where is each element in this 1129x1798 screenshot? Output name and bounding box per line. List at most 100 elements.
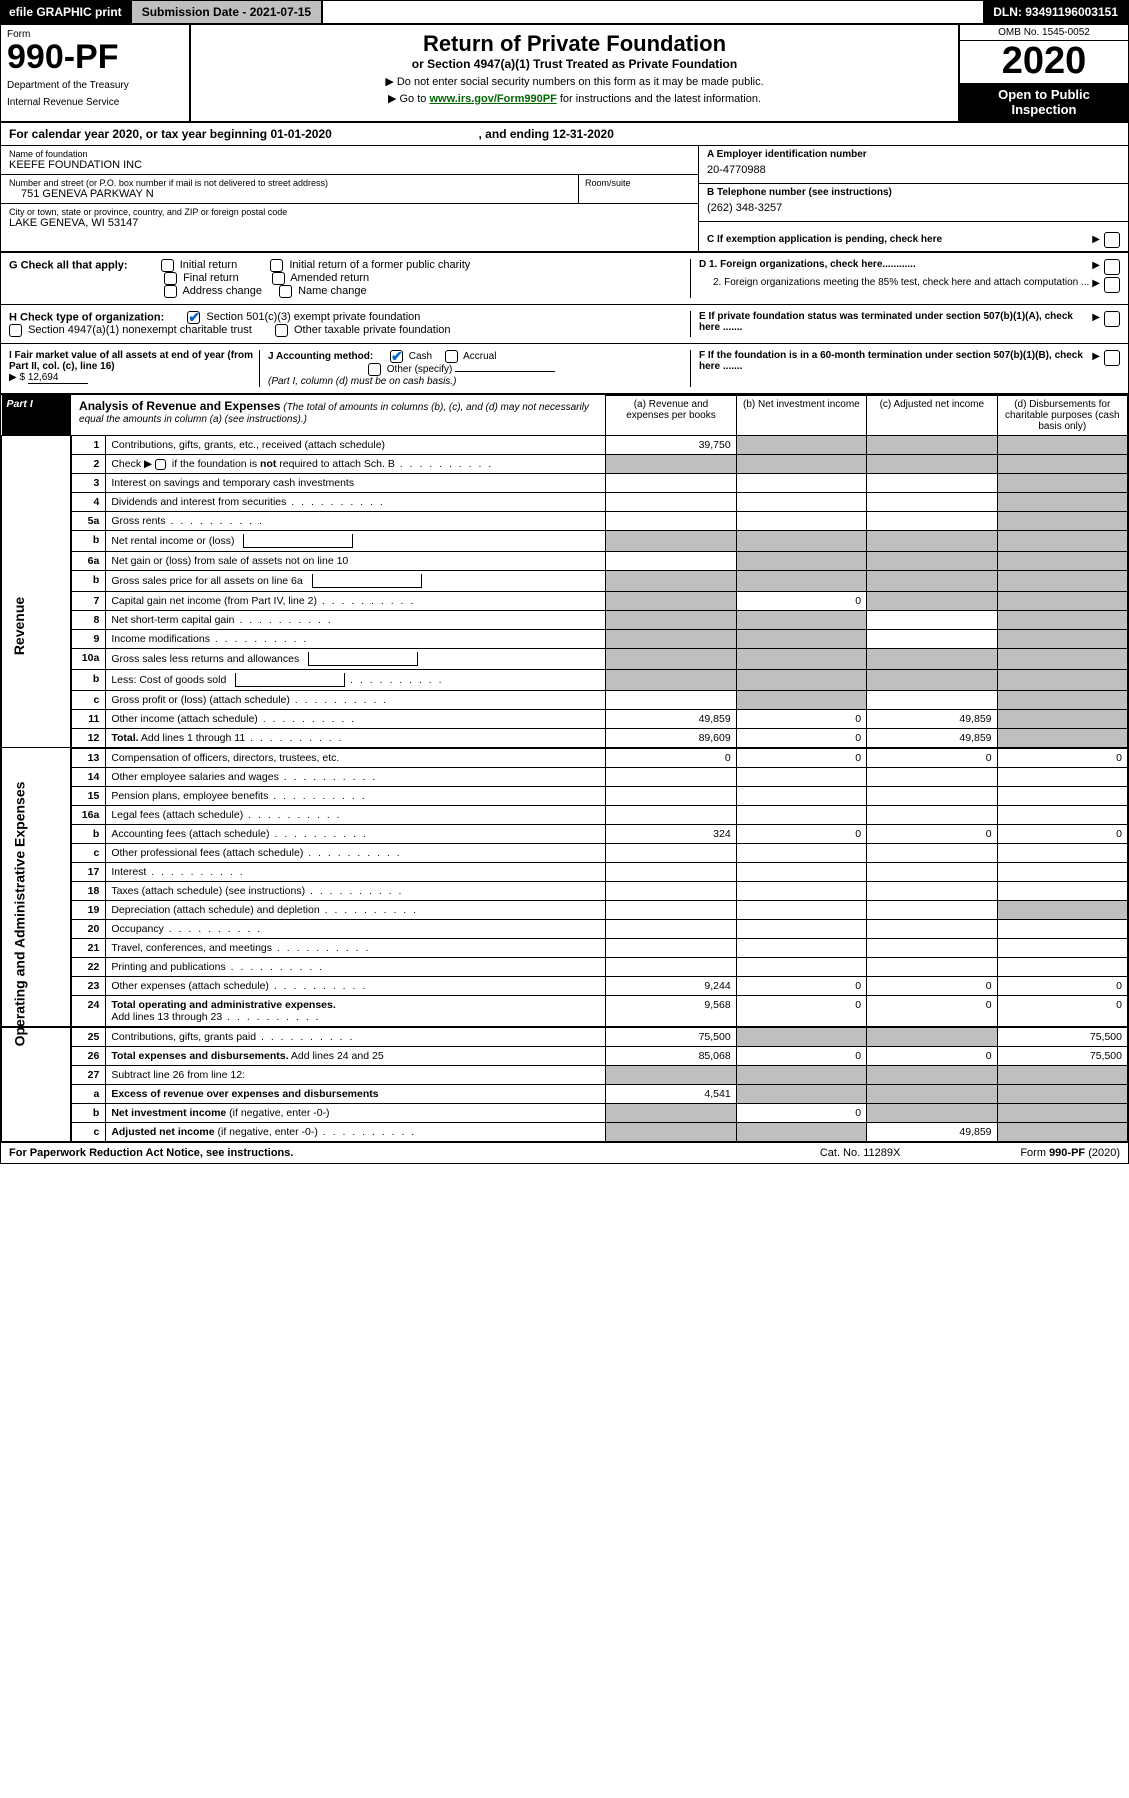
phone-row: B Telephone number (see instructions) (2…: [699, 184, 1128, 222]
line-desc: Gross sales less returns and allowances: [106, 648, 606, 669]
checkbox-initial-return[interactable]: [161, 259, 174, 272]
cell-a: [606, 786, 736, 805]
cell-d: [997, 900, 1127, 919]
col-a-header: (a) Revenue and expenses per books: [606, 395, 736, 435]
checkbox-name-change[interactable]: [279, 285, 292, 298]
cell-a: 39,750: [606, 435, 736, 454]
checkbox-other-taxable[interactable]: [275, 324, 288, 337]
cell-d: [997, 1122, 1127, 1141]
line-number: c: [71, 843, 106, 862]
line-desc: Dividends and interest from securities: [106, 492, 606, 511]
cell-c: [867, 629, 997, 648]
cell-a: [606, 629, 736, 648]
checkbox-f[interactable]: [1104, 350, 1120, 366]
cell-b: [736, 648, 866, 669]
line-desc: Net gain or (loss) from sale of assets n…: [106, 551, 606, 570]
exemption-pending-row: C If exemption application is pending, c…: [699, 222, 1128, 251]
entity-block: Name of foundation KEEFE FOUNDATION INC …: [1, 146, 1128, 253]
table-row: bGross sales price for all assets on lin…: [2, 570, 1128, 591]
checkbox-cash[interactable]: [390, 350, 403, 363]
line-desc: Adjusted net income (if negative, enter …: [106, 1122, 606, 1141]
cell-d: [997, 709, 1127, 728]
table-row: 16aLegal fees (attach schedule): [2, 805, 1128, 824]
line-desc: Income modifications: [106, 629, 606, 648]
line-desc: Check ▶ if the foundation is not require…: [106, 454, 606, 473]
line-number: 23: [71, 976, 106, 995]
table-row: 24Total operating and administrative exp…: [2, 995, 1128, 1027]
cell-c: [867, 957, 997, 976]
cell-c: 49,859: [867, 1122, 997, 1141]
table-row: cGross profit or (loss) (attach schedule…: [2, 690, 1128, 709]
table-row: bNet investment income (if negative, ent…: [2, 1103, 1128, 1122]
checkbox-amended-return[interactable]: [272, 272, 285, 285]
cell-a: [606, 1065, 736, 1084]
line-number: 27: [71, 1065, 106, 1084]
line-number: c: [71, 690, 106, 709]
line-desc: Excess of revenue over expenses and disb…: [106, 1084, 606, 1103]
cell-b: [736, 530, 866, 551]
cell-a: 4,541: [606, 1084, 736, 1103]
checkbox-d2[interactable]: [1104, 277, 1120, 293]
line-desc: Capital gain net income (from Part IV, l…: [106, 591, 606, 610]
line-desc: Taxes (attach schedule) (see instruction…: [106, 881, 606, 900]
cell-b: [736, 957, 866, 976]
cell-a: 0: [606, 748, 736, 768]
line-number: 3: [71, 473, 106, 492]
checkbox-d1[interactable]: [1104, 259, 1120, 275]
checkbox-address-change[interactable]: [164, 285, 177, 298]
line-desc: Net investment income (if negative, ente…: [106, 1103, 606, 1122]
cell-b: [736, 786, 866, 805]
cell-a: 75,500: [606, 1027, 736, 1047]
cell-c: [867, 551, 997, 570]
cell-b: [736, 805, 866, 824]
checkbox-other-method[interactable]: [368, 363, 381, 376]
section-i-j: I Fair market value of all assets at end…: [9, 350, 690, 387]
cell-d: [997, 511, 1127, 530]
table-row: 14Other employee salaries and wages: [2, 767, 1128, 786]
cell-d: 0: [997, 824, 1127, 843]
cell-b: 0: [736, 1046, 866, 1065]
irs-link[interactable]: www.irs.gov/Form990PF: [429, 93, 556, 105]
table-row: 10aGross sales less returns and allowanc…: [2, 648, 1128, 669]
arrow-icon: [1092, 259, 1100, 271]
line-desc: Occupancy: [106, 919, 606, 938]
cell-a: [606, 511, 736, 530]
line-number: 13: [71, 748, 106, 768]
arrow-icon: [1092, 311, 1100, 323]
checkbox-c[interactable]: [1104, 232, 1120, 248]
cell-d: [997, 435, 1127, 454]
subtitle: or Section 4947(a)(1) Trust Treated as P…: [197, 57, 952, 71]
cell-a: [606, 843, 736, 862]
cell-d: [997, 690, 1127, 709]
table-row: bLess: Cost of goods sold: [2, 669, 1128, 690]
efile-button[interactable]: efile GRAPHIC print: [1, 1, 132, 23]
line-desc: Printing and publications: [106, 957, 606, 976]
section-h: H Check type of organization: Section 50…: [9, 311, 690, 337]
checkbox-501c3[interactable]: [187, 311, 200, 324]
line-number: 4: [71, 492, 106, 511]
cell-b: 0: [736, 995, 866, 1027]
cell-d: [997, 1084, 1127, 1103]
line-number: 12: [71, 728, 106, 748]
cell-d: [997, 669, 1127, 690]
cell-c: 0: [867, 824, 997, 843]
note-ssn: ▶ Do not enter social security numbers o…: [197, 75, 952, 88]
cell-a: 49,859: [606, 709, 736, 728]
submission-date: Submission Date - 2021-07-15: [132, 1, 323, 23]
cell-c: [867, 843, 997, 862]
checkbox-final-return[interactable]: [164, 272, 177, 285]
line-number: 19: [71, 900, 106, 919]
cell-d: [997, 862, 1127, 881]
line-desc: Interest: [106, 862, 606, 881]
table-row: 6aNet gain or (loss) from sale of assets…: [2, 551, 1128, 570]
checkbox-accrual[interactable]: [445, 350, 458, 363]
cell-d: [997, 610, 1127, 629]
check-i-j-f-row: I Fair market value of all assets at end…: [1, 344, 1128, 395]
cell-c: [867, 1103, 997, 1122]
city-state-zip: LAKE GENEVA, WI 53147: [9, 217, 690, 229]
line-number: b: [71, 530, 106, 551]
cell-d: 75,500: [997, 1046, 1127, 1065]
checkbox-e[interactable]: [1104, 311, 1120, 327]
checkbox-initial-public[interactable]: [270, 259, 283, 272]
checkbox-4947a1[interactable]: [9, 324, 22, 337]
